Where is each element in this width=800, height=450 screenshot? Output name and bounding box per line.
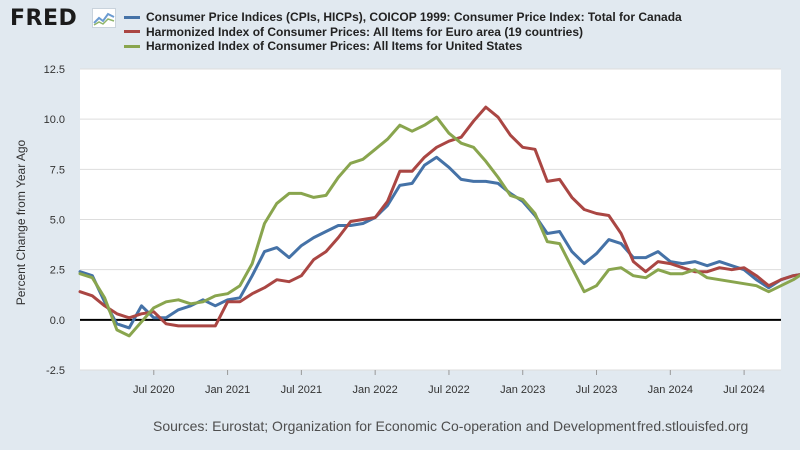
chart-line-icon xyxy=(92,8,116,28)
x-tick-label: Jan 2021 xyxy=(205,384,250,396)
y-tick-label: 10.0 xyxy=(44,114,65,126)
legend-label-euro: Harmonized Index of Consumer Prices: All… xyxy=(146,24,583,39)
y-tick-label: 2.5 xyxy=(50,265,65,277)
x-tick-label: Jul 2020 xyxy=(133,384,175,396)
x-tick-label: Jul 2023 xyxy=(576,384,618,396)
y-tick-label: 7.5 xyxy=(50,164,65,176)
series-line-euro[interactable] xyxy=(78,105,800,328)
fred-url-link[interactable]: fred.stlouisfed.org xyxy=(637,418,749,434)
legend-item-canada[interactable]: Consumer Price Indices (CPIs, HICPs), CO… xyxy=(124,10,682,25)
sources-note: Sources: Eurostat; Organization for Econ… xyxy=(153,418,636,434)
legend-item-euro[interactable]: Harmonized Index of Consumer Prices: All… xyxy=(124,25,682,40)
legend: Consumer Price Indices (CPIs, HICPs), CO… xyxy=(124,10,682,54)
legend-item-us[interactable]: Harmonized Index of Consumer Prices: All… xyxy=(124,39,682,54)
y-tick-label: 0.0 xyxy=(50,315,65,327)
fred-logo[interactable]: FRED xyxy=(10,6,78,31)
x-tick-label: Jan 2023 xyxy=(500,384,545,396)
x-tick-label: Jul 2024 xyxy=(723,384,765,396)
series-line-us[interactable] xyxy=(78,115,800,338)
header: FRED Consumer Price Indices (CPIs, HICPs… xyxy=(0,0,800,62)
legend-label-canada: Consumer Price Indices (CPIs, HICPs), CO… xyxy=(146,10,682,25)
x-tick-label: Jul 2022 xyxy=(428,384,470,396)
y-axis-label: Percent Change from Year Ago xyxy=(14,139,28,305)
x-tick-label: Jan 2024 xyxy=(648,384,693,396)
legend-swatch-euro xyxy=(124,30,140,34)
y-tick-label: 5.0 xyxy=(50,215,65,227)
legend-swatch-us xyxy=(124,44,140,48)
y-tick-label: -2.5 xyxy=(46,365,65,377)
y-tick-label: 12.5 xyxy=(44,64,65,76)
legend-swatch-canada xyxy=(124,15,140,19)
x-tick-label: Jan 2022 xyxy=(353,384,398,396)
x-tick-label: Jul 2021 xyxy=(281,384,323,396)
legend-label-us: Harmonized Index of Consumer Prices: All… xyxy=(146,39,523,54)
